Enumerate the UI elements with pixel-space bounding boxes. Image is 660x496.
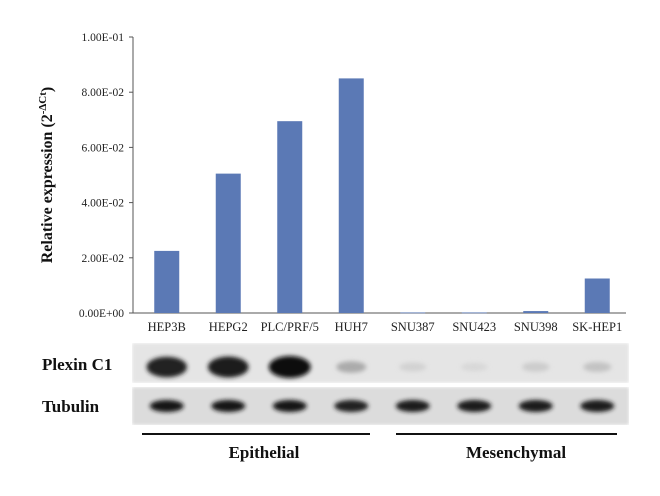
blot-band [146, 356, 187, 378]
x-tick-label: SNU398 [514, 320, 558, 334]
x-tick-label: PLC/PRF/5 [261, 320, 319, 334]
blot-bands [146, 356, 615, 412]
bar-plc-prf-5 [277, 121, 303, 314]
y-tick-label: 0.00E+00 [79, 308, 124, 320]
y-tick-label: 4.00E-02 [82, 198, 125, 210]
blot-band [207, 356, 249, 378]
bar-hep3b [154, 250, 180, 313]
blot-strip-tubulin [132, 387, 629, 425]
blot-band [211, 400, 246, 412]
blot-band [457, 400, 492, 412]
blot-band [518, 400, 553, 412]
bars [154, 78, 610, 314]
y-axis-title: Relative expression (2-ΔCt) [37, 87, 56, 264]
x-tick-label: SK-HEP1 [572, 320, 622, 334]
blot-label-tubulin: Tubulin [42, 397, 100, 416]
blot-band [583, 362, 612, 372]
blot-band [395, 400, 430, 412]
blot-band [336, 361, 367, 373]
bar-snu423 [461, 312, 487, 314]
mesenchymal-label: Mesenchymal [466, 443, 566, 462]
epithelial-label: Epithelial [229, 443, 300, 462]
y-tick-label: 8.00E-02 [82, 87, 125, 99]
blot-band [149, 400, 184, 412]
blot-band [334, 400, 369, 412]
bar-sk-hep1 [584, 278, 610, 313]
bar-huh7 [338, 78, 364, 314]
bar-hepg2 [215, 173, 241, 313]
bar-chart: 0.00E+00 2.00E-02 4.00E-02 6.00E-02 8.00E-02… [37, 32, 626, 334]
bar-snu398 [523, 311, 549, 313]
blot-band [580, 400, 615, 412]
blot-band [399, 362, 427, 372]
x-tick-label: SNU423 [452, 320, 496, 334]
western-blot: Plexin C1 Tubulin [42, 343, 629, 425]
y-tick-label: 6.00E-02 [82, 142, 125, 154]
x-tick-label: SNU387 [391, 320, 435, 334]
blot-band [268, 356, 311, 378]
bar-snu387 [400, 312, 426, 314]
blot-band [460, 362, 488, 372]
x-axis-labels: HEP3B HEPG2 PLC/PRF/5 HUH7 SNU387 SNU423 SNU39… [148, 320, 623, 334]
group-brackets: Epithelial Mesenchymal [142, 433, 617, 462]
y-axis-ticks: 0.00E+00 2.00E-02 4.00E-02 6.00E-02 8.00E-02… [79, 32, 133, 320]
blot-strip-plexin [132, 343, 629, 383]
y-tick-label: 2.00E-02 [82, 253, 125, 265]
x-tick-label: HUH7 [335, 320, 368, 334]
x-tick-label: HEP3B [148, 320, 186, 334]
blot-label-plexin: Plexin C1 [42, 355, 112, 374]
y-tick-label: 1.00E-01 [82, 32, 125, 44]
blot-band [521, 362, 550, 372]
x-tick-label: HEPG2 [209, 320, 248, 334]
blot-band [272, 400, 307, 412]
